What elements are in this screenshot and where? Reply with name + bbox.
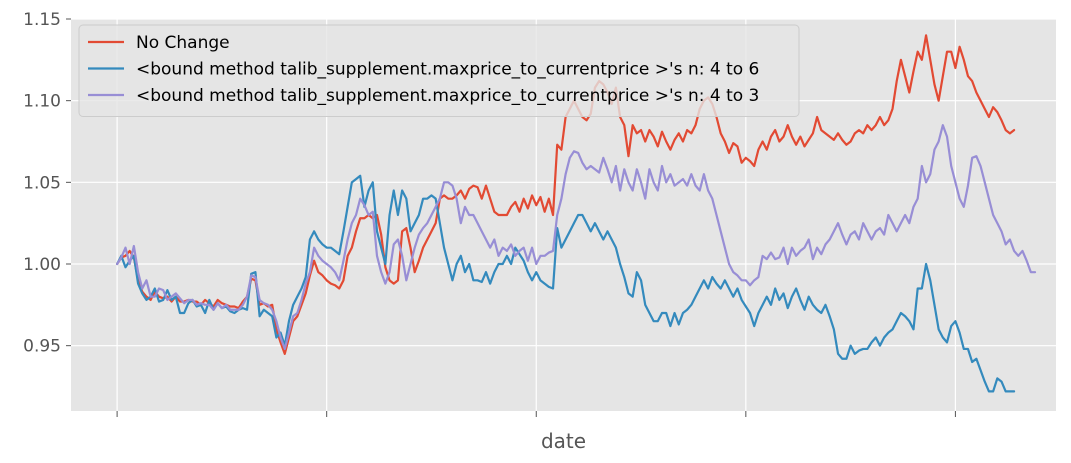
legend-label: <bound method talib_supplement.maxprice_…: [136, 60, 759, 80]
y-tick-label: 1.00: [23, 255, 61, 275]
axes: 0.95 1.00 1.05 1.10 1.15: [23, 10, 956, 417]
legend-box: [78, 24, 800, 117]
legend-label: <bound method talib_supplement.maxprice_…: [136, 86, 759, 106]
y-tick-label: 1.10: [23, 92, 61, 112]
series-line-3: [116, 124, 1037, 351]
y-tick-label: 1.05: [23, 173, 61, 193]
x-axis-label: date: [541, 429, 586, 453]
series-line-2: [116, 174, 1016, 393]
legend: No Change <bound method talib_supplement.…: [78, 24, 800, 117]
y-tick-label: 0.95: [23, 337, 61, 357]
legend-label: No Change: [136, 33, 230, 53]
y-tick-label: 1.15: [23, 10, 61, 30]
